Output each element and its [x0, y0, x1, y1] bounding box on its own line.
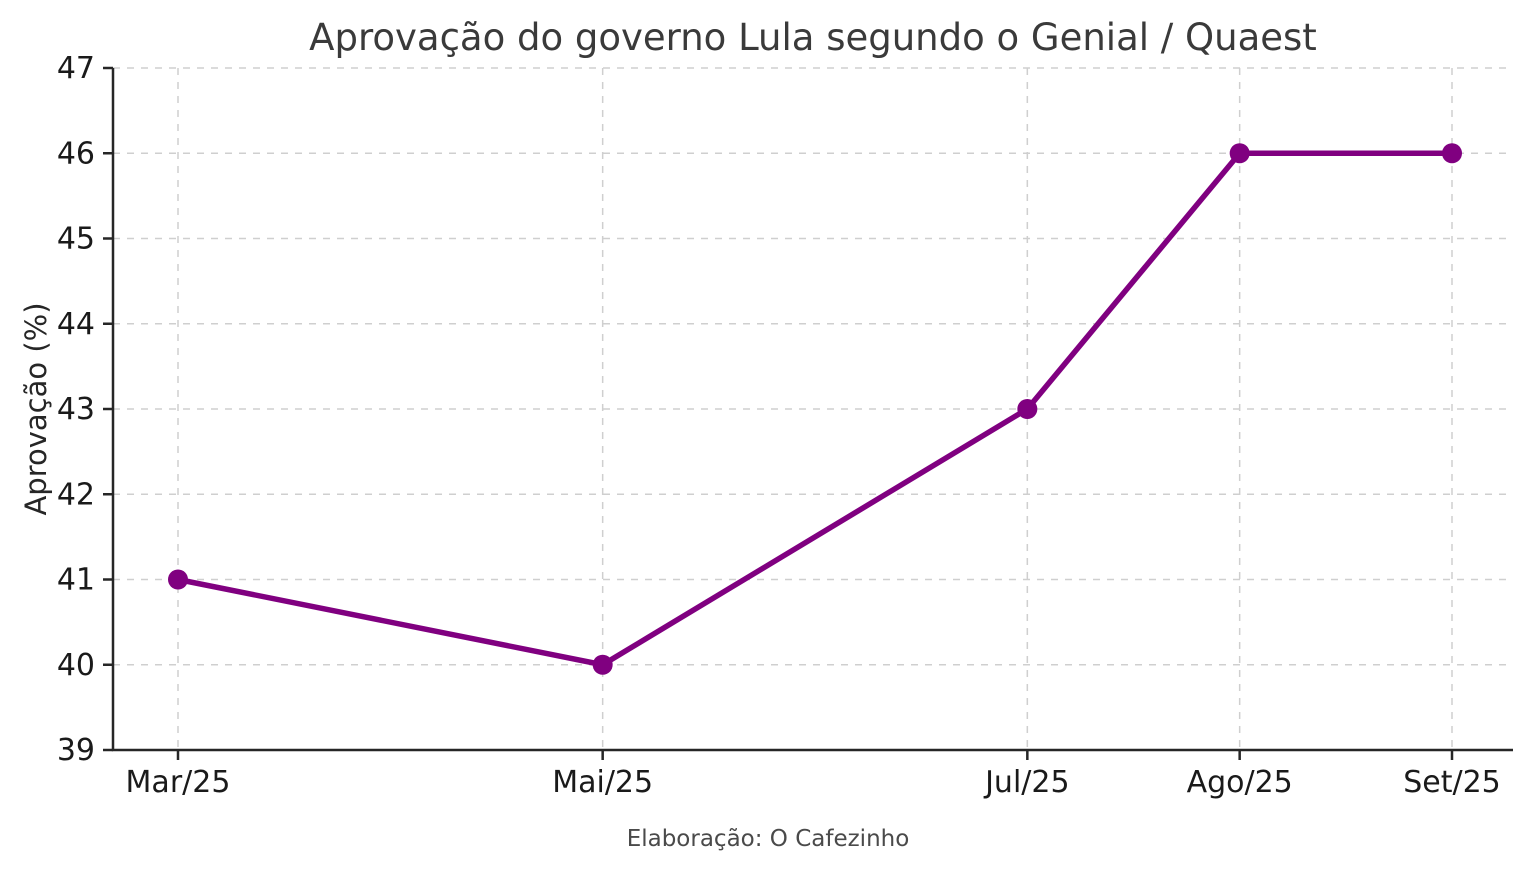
y-tick-label: 46 [57, 136, 95, 171]
data-point [1229, 143, 1250, 164]
y-tick-label: 44 [57, 307, 95, 342]
x-tick-label: Ago/25 [1187, 765, 1293, 800]
y-tick-label: 42 [57, 477, 95, 512]
y-tick-label: 45 [57, 222, 95, 257]
y-tick-label: 47 [57, 51, 95, 86]
y-tick-label: 39 [57, 733, 95, 768]
data-point [168, 569, 188, 590]
x-tick-label: Mar/25 [126, 765, 231, 800]
x-tick-label: Jul/25 [983, 765, 1069, 800]
y-tick-label: 41 [57, 563, 95, 598]
x-tick-label: Mai/25 [552, 765, 653, 800]
chart-title: Aprovação do governo Lula segundo o Geni… [309, 16, 1317, 59]
y-tick-label: 40 [57, 648, 95, 683]
data-point [1442, 143, 1462, 164]
data-point [1017, 399, 1038, 419]
chart-caption: Elaboração: O Cafezinho [626, 826, 910, 852]
x-tick-label: Set/25 [1403, 765, 1501, 800]
data-point [592, 654, 613, 675]
y-tick-label: 43 [57, 392, 95, 427]
